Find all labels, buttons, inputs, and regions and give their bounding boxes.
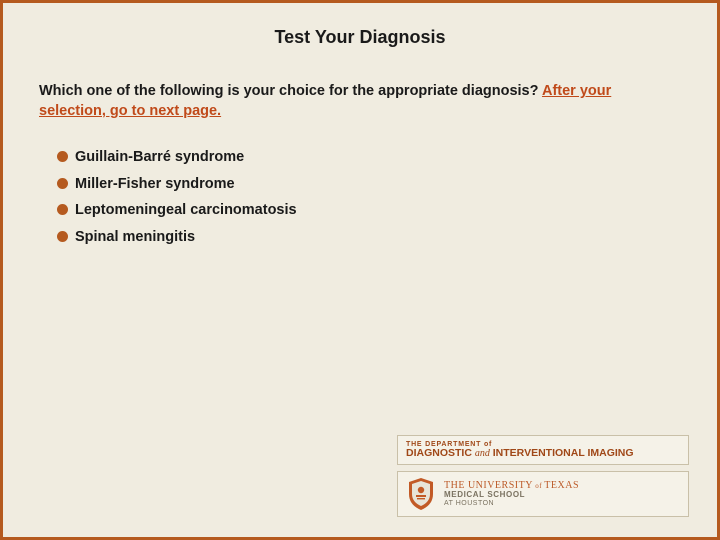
dept-line2-b: INTERVENTIONAL IMAGING (493, 447, 634, 459)
list-item[interactable]: Leptomeningeal carcinomatosis (61, 202, 681, 219)
dept-line2-and: and (475, 448, 490, 459)
ut-seal-icon (406, 477, 436, 511)
ut-line1-of: of (533, 482, 544, 490)
dept-text: THE DEPARTMENT of DIAGNOSTIC and INTERVE… (406, 441, 634, 459)
page-title: Test Your Diagnosis (39, 27, 681, 48)
list-item[interactable]: Guillain-Barré syndrome (61, 149, 681, 166)
dept-logo: THE DEPARTMENT of DIAGNOSTIC and INTERVE… (397, 435, 689, 465)
question-lead: Which one of the following is your choic… (39, 83, 542, 99)
dept-line2-a: DIAGNOSTIC (406, 447, 472, 459)
footer-logos: THE DEPARTMENT of DIAGNOSTIC and INTERVE… (397, 429, 689, 517)
ut-line3: AT HOUSTON (444, 500, 579, 508)
list-item[interactable]: Miller-Fisher syndrome (61, 176, 681, 193)
ut-logo: THE UNIVERSITY of TEXAS MEDICAL SCHOOL A… (397, 471, 689, 517)
ut-line1-b: TEXAS (544, 480, 579, 491)
question-text: Which one of the following is your choic… (39, 82, 681, 121)
list-item[interactable]: Spinal meningitis (61, 229, 681, 246)
dept-line2: DIAGNOSTIC and INTERVENTIONAL IMAGING (406, 448, 634, 459)
slide: Test Your Diagnosis Which one of the fol… (0, 0, 720, 540)
options-list: Guillain-Barré syndrome Miller-Fisher sy… (39, 149, 681, 246)
ut-line2: MEDICAL SCHOOL (444, 491, 579, 500)
ut-text: THE UNIVERSITY of TEXAS MEDICAL SCHOOL A… (444, 480, 579, 508)
